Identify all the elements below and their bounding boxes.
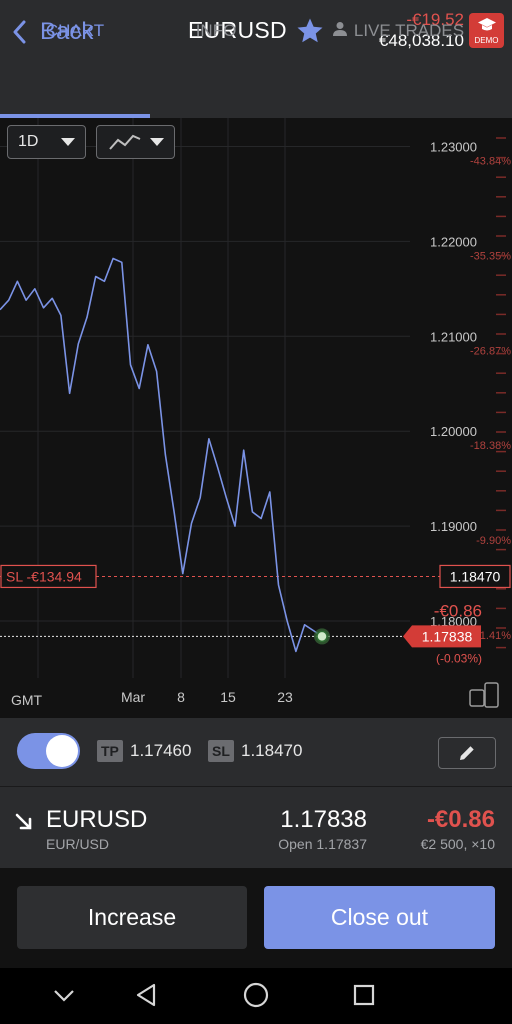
active-tab-indicator bbox=[0, 114, 150, 118]
account-pl: -€19.52 bbox=[406, 10, 464, 29]
y-tick-label: 1.19000 bbox=[430, 519, 477, 534]
last-price-point bbox=[316, 630, 328, 643]
position-pl: -€0.86 bbox=[426, 806, 495, 833]
account-summary: -€19.52 €48,038.10 bbox=[379, 10, 464, 52]
y-tick-label: 1.23000 bbox=[430, 139, 477, 154]
person-icon bbox=[332, 22, 347, 36]
stop-loss-price-label: 1.18470 bbox=[450, 568, 501, 584]
pct-tick-label: -43.84% bbox=[470, 155, 511, 167]
top-bar bbox=[0, 0, 512, 64]
pct-tick-label: -18.38% bbox=[470, 440, 511, 452]
x-tick-label: 15 bbox=[220, 689, 236, 705]
position-size: €2 500, ×10 bbox=[420, 836, 495, 852]
system-nav-bar bbox=[0, 968, 512, 1024]
position-price: 1.17838 bbox=[280, 806, 367, 833]
demo-label: DEMO bbox=[474, 36, 499, 45]
pct-tick-label: -35.35% bbox=[470, 250, 511, 262]
stop-loss-price-tag bbox=[439, 564, 511, 589]
tp-value[interactable]: 1.17460 bbox=[130, 741, 192, 760]
x-tick-label: Mar bbox=[121, 689, 145, 705]
chart-type-dropdown[interactable] bbox=[96, 125, 175, 159]
caret-down-icon bbox=[150, 138, 164, 146]
arrow-down-right-icon bbox=[15, 813, 32, 830]
pct-tick-label: -1.41% bbox=[476, 630, 511, 642]
y-tick-label: 1.20000 bbox=[430, 424, 477, 439]
y-tick-label: 1.21000 bbox=[430, 329, 477, 344]
price-series-line bbox=[0, 257, 323, 653]
instrument-title: EURUSD bbox=[188, 17, 287, 43]
account-balance: €48,038.10 bbox=[378, 31, 464, 50]
pencil-icon bbox=[460, 746, 474, 760]
timeframe-value: 1D bbox=[18, 133, 39, 150]
chevron-left-icon bbox=[13, 20, 26, 44]
increase-button[interactable]: Increase bbox=[17, 886, 247, 949]
chart-area[interactable] bbox=[0, 118, 512, 718]
toggle-knob bbox=[46, 735, 78, 767]
y-tick-label: 1.18000 bbox=[430, 614, 477, 629]
position-open-price: Open 1.17837 bbox=[278, 836, 367, 852]
stop-loss-tag bbox=[0, 564, 97, 589]
tab-info[interactable]: INFO bbox=[195, 21, 237, 40]
current-pct-label: (-0.03%) bbox=[436, 651, 482, 665]
chevron-down-icon[interactable] bbox=[53, 989, 75, 1003]
x-tick-label: 8 bbox=[177, 689, 185, 705]
y-tick-label: 1.22000 bbox=[430, 234, 477, 249]
timeframe-dropdown[interactable]: 1D bbox=[7, 125, 86, 159]
devices-icon[interactable] bbox=[469, 682, 499, 708]
line-chart-icon bbox=[109, 134, 141, 150]
edit-orders-button[interactable] bbox=[438, 737, 496, 769]
sl-value[interactable]: 1.18470 bbox=[241, 741, 303, 760]
close-out-button[interactable]: Close out bbox=[264, 886, 495, 949]
square-recent-icon[interactable] bbox=[353, 984, 375, 1006]
graduation-cap-icon bbox=[477, 18, 496, 31]
tab-live-trades[interactable]: LIVE TRADES bbox=[318, 0, 478, 54]
star-icon bbox=[297, 18, 323, 43]
x-tick-label: 23 bbox=[277, 689, 293, 705]
favorite-button[interactable] bbox=[295, 16, 325, 51]
stop-loss-label: SL -€134.94 bbox=[6, 568, 82, 584]
tab-chart[interactable]: CHART bbox=[45, 21, 105, 40]
price-chart[interactable]: 1.23000-43.84% 1.22000-35.35% 1.21000-26.8… bbox=[0, 118, 512, 718]
sl-badge: SL bbox=[208, 740, 234, 762]
position-subtitle: EUR/USD bbox=[46, 836, 110, 852]
current-price-tag bbox=[403, 625, 481, 648]
caret-down-icon bbox=[61, 138, 75, 146]
tab-bar bbox=[0, 64, 512, 118]
current-pl-label: -€0.86 bbox=[434, 601, 482, 620]
tp-badge: TP bbox=[97, 740, 123, 762]
back-button[interactable]: Back bbox=[12, 16, 93, 48]
tab-live-trades-label: LIVE TRADES bbox=[353, 21, 465, 40]
demo-badge[interactable]: DEMO bbox=[469, 13, 504, 48]
back-label: Back bbox=[40, 18, 94, 45]
pct-tick-label: -26.87% bbox=[470, 345, 511, 357]
orders-toggle[interactable] bbox=[17, 733, 80, 769]
timezone-label: GMT bbox=[11, 692, 43, 708]
pct-tick-label: -9.90% bbox=[476, 535, 511, 547]
current-price-label: 1.17838 bbox=[422, 628, 473, 644]
divider bbox=[0, 786, 512, 787]
circle-home-icon[interactable] bbox=[243, 982, 269, 1008]
triangle-back-icon[interactable] bbox=[135, 983, 157, 1007]
position-symbol: EURUSD bbox=[46, 806, 148, 833]
